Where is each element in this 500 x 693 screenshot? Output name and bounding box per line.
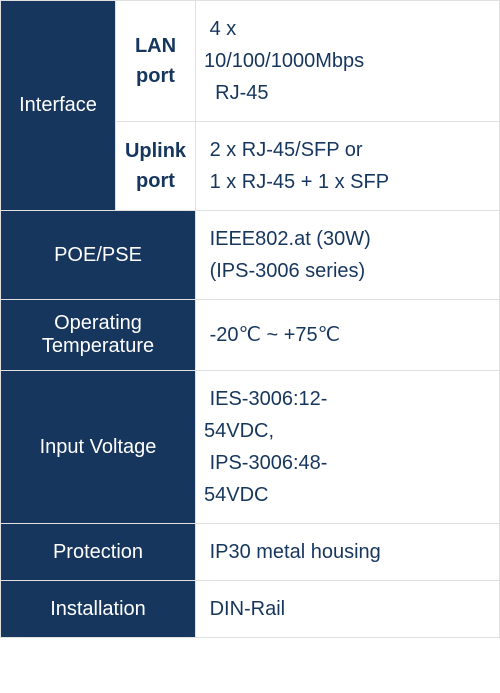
operating-temp-label-l2: Temperature (42, 335, 154, 357)
uplink-port-value-l1: 2 x RJ-45/SFP or (210, 139, 363, 161)
poe-pse-value-l1: IEEE802.at (30W) (210, 228, 371, 250)
value-installation: DIN-Rail (196, 581, 500, 638)
uplink-port-label-l1: Uplink (125, 140, 186, 162)
input-voltage-value-l2: 54VDC, (204, 420, 274, 442)
row-input-voltage: Input Voltage IES-3006:12- 54VDC, IPS-30… (1, 371, 500, 524)
uplink-port-value-l2: 1 x RJ-45 + 1 x SFP (210, 171, 390, 193)
protection-label-text: Protection (53, 541, 143, 563)
lan-port-label-l2: port (136, 65, 175, 87)
input-voltage-value-l4: 54VDC (204, 484, 268, 506)
row-protection: Protection IP30 metal housing (1, 524, 500, 581)
label-uplink-port: Uplink port (116, 122, 196, 211)
value-uplink-port: 2 x RJ-45/SFP or 1 x RJ-45 + 1 x SFP (196, 122, 500, 211)
label-input-voltage: Input Voltage (1, 371, 196, 524)
label-interface: Interface (1, 1, 116, 211)
label-interface-text: Interface (19, 94, 97, 116)
lan-port-label-l1: LAN (135, 35, 176, 57)
poe-pse-value-l2: (IPS-3006 series) (210, 260, 366, 282)
value-operating-temp: -20℃ ~ +75℃ (196, 300, 500, 371)
lan-port-value-l3: RJ-45 (215, 82, 268, 104)
input-voltage-label-text: Input Voltage (40, 436, 157, 458)
row-operating-temp: Operating Temperature -20℃ ~ +75℃ (1, 300, 500, 371)
protection-value-text: IP30 metal housing (210, 541, 381, 563)
label-protection: Protection (1, 524, 196, 581)
operating-temp-label-l1: Operating (54, 312, 142, 334)
operating-temp-value: -20℃ ~ +75℃ (210, 324, 341, 346)
value-protection: IP30 metal housing (196, 524, 500, 581)
label-installation: Installation (1, 581, 196, 638)
lan-port-value-l2: 10/100/1000Mbps (204, 50, 364, 72)
row-poe-pse: POE/PSE IEEE802.at (30W) (IPS-3006 serie… (1, 211, 500, 300)
installation-value-text: DIN-Rail (210, 598, 286, 620)
value-lan-port: 4 x 10/100/1000Mbps RJ-45 (196, 1, 500, 122)
poe-pse-label-text: POE/PSE (54, 244, 142, 266)
installation-label-text: Installation (50, 598, 146, 620)
spec-table: Interface LAN port 4 x 10/100/1000Mbps R… (0, 0, 500, 638)
label-lan-port: LAN port (116, 1, 196, 122)
input-voltage-value-l1: IES-3006:12- (210, 388, 328, 410)
value-input-voltage: IES-3006:12- 54VDC, IPS-3006:48- 54VDC (196, 371, 500, 524)
row-interface-lan: Interface LAN port 4 x 10/100/1000Mbps R… (1, 1, 500, 122)
uplink-port-label-l2: port (136, 170, 175, 192)
value-poe-pse: IEEE802.at (30W) (IPS-3006 series) (196, 211, 500, 300)
input-voltage-value-l3: IPS-3006:48- (210, 452, 328, 474)
label-poe-pse: POE/PSE (1, 211, 196, 300)
lan-port-value-l1: 4 x (210, 18, 237, 40)
row-installation: Installation DIN-Rail (1, 581, 500, 638)
label-operating-temp: Operating Temperature (1, 300, 196, 371)
